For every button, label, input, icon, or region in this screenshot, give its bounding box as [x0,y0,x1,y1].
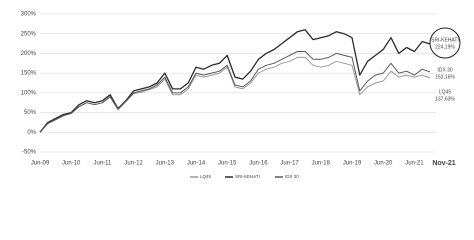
x-tick-label: Jun-11 [93,161,112,167]
chart: -50% 0% 50% 100% 150% 200% 250% 300% Jun-09 Jun-1… [21,12,461,179]
y-tick-label: 100% [21,90,37,96]
x-tick-label: Jun-17 [280,161,299,167]
page: -50% 0% 50% 100% 150% 200% 250% 300% Jun-09 Jun-1… [20,11,461,180]
x-tick-label: Jun-16 [249,161,268,167]
annotation-value: 137,63% [435,96,455,102]
x-tick-label: Jun-20 [374,161,393,167]
y-tick-label: 50% [24,110,37,116]
annotation-name: SRI-KEHATI [431,37,459,43]
annotation-value: 153,16% [435,74,455,80]
annotation-name: IDX 30 [437,67,453,73]
x-tick-label: Jun-14 [187,161,206,167]
x-tick-label: Jun-13 [156,161,175,167]
annotation-circle [429,27,461,59]
legend-label: IDX 30 [285,174,299,179]
x-tick-label: Jun-12 [124,161,143,167]
x-tick-label: Jun-21 [405,161,424,167]
x-tick-label: Jun-15 [218,161,237,167]
y-tick-label: 250% [21,31,37,37]
y-tick-label: 0% [27,130,36,136]
y-tick-label: 150% [21,71,37,77]
y-tick-label: 300% [21,12,37,18]
x-tick-label: Nov-21 [432,160,455,167]
annotation-value: 224,19% [435,44,455,50]
x-tick-label: Jun-09 [31,161,50,167]
y-tick-label: -50% [22,150,37,156]
legend-label: LQ45 [200,174,212,179]
series-line [39,29,431,133]
x-tick-label: Jun-10 [62,161,81,167]
x-tick-label: Jun-19 [343,161,362,167]
legend-label: SRI-KEHATI [235,174,260,179]
y-tick-label: 200% [21,51,37,57]
annotation-name: LQ45 [439,89,451,95]
x-tick-label: Jun-18 [312,161,331,167]
series-line [39,51,431,133]
series-line [39,56,431,133]
